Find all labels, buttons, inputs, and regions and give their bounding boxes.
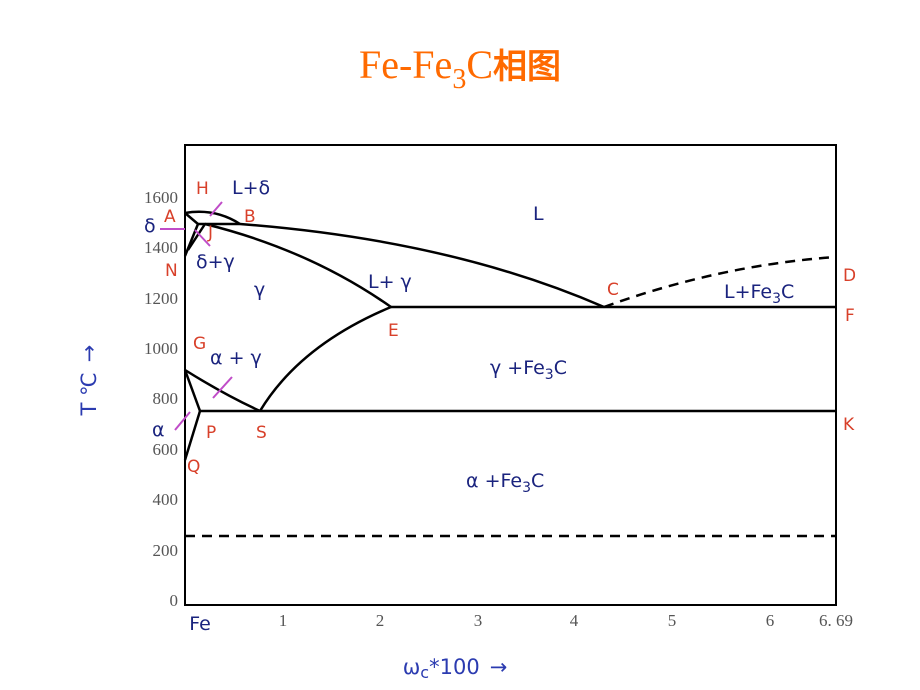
point-label: H bbox=[196, 179, 209, 199]
point-label: Q bbox=[187, 457, 200, 477]
region-sub: 3 bbox=[545, 367, 554, 383]
region-text: C bbox=[554, 357, 567, 379]
point-label: C bbox=[607, 280, 619, 300]
region-label: δ bbox=[144, 215, 156, 237]
y-tick-label: 1600 bbox=[144, 188, 178, 207]
point-label: E bbox=[388, 321, 399, 341]
region-label: L+ γ bbox=[368, 271, 412, 293]
point-labels: H A B J N C D F E G P S K Q bbox=[164, 179, 856, 477]
region-label: α bbox=[152, 419, 165, 441]
x-ticks: Fe 1 2 3 4 5 6 6. 69 bbox=[189, 611, 853, 635]
x-tick-label: 5 bbox=[668, 611, 677, 630]
region-labels: L+δ L δ δ+γ γ L+ γ α + γ α L+Fe3C γ +Fe3… bbox=[144, 177, 794, 496]
point-label: P bbox=[206, 423, 216, 443]
x-label-text: *100 bbox=[429, 655, 480, 679]
region-label: γ bbox=[254, 279, 265, 301]
y-tick-label: 0 bbox=[170, 591, 179, 610]
y-axis-label: T ℃ → bbox=[77, 345, 101, 417]
y-tick-label: 1200 bbox=[144, 289, 178, 308]
y-tick-label: 400 bbox=[153, 490, 179, 509]
region-text: C bbox=[781, 281, 794, 303]
x-label-omega: ω bbox=[403, 655, 421, 679]
diagram-lines bbox=[160, 144, 837, 606]
x-tick-label: 1 bbox=[279, 611, 288, 630]
point-label: N bbox=[165, 261, 178, 281]
y-ticks: 0 200 400 600 800 1000 1200 1400 1600 bbox=[144, 188, 178, 610]
point-label: K bbox=[843, 415, 855, 435]
point-label: S bbox=[256, 423, 267, 443]
x-tick-label: Fe bbox=[189, 613, 211, 635]
x-label-arrow: → bbox=[490, 655, 508, 679]
point-label: G bbox=[193, 334, 206, 354]
x-tick-label: 4 bbox=[570, 611, 579, 630]
y-tick-label: 200 bbox=[153, 541, 179, 560]
region-label: L+δ bbox=[232, 177, 270, 199]
region-label: γ +Fe3C bbox=[490, 357, 567, 383]
region-sub: 3 bbox=[522, 480, 531, 496]
point-label: F bbox=[845, 306, 855, 326]
point-label: J bbox=[207, 223, 213, 243]
region-text: γ +Fe bbox=[490, 357, 545, 379]
point-label: A bbox=[164, 207, 176, 227]
point-label: D bbox=[843, 266, 856, 286]
region-label: L+Fe3C bbox=[724, 281, 794, 307]
y-tick-label: 600 bbox=[153, 440, 179, 459]
region-text: C bbox=[531, 470, 544, 492]
title: Fe-Fe3C相图 bbox=[359, 42, 561, 95]
title-text: Fe-Fe bbox=[359, 42, 452, 87]
region-label: α + γ bbox=[210, 347, 262, 369]
region-label: α +Fe3C bbox=[466, 470, 544, 496]
point-label: B bbox=[244, 207, 256, 227]
x-tick-label: 3 bbox=[474, 611, 483, 630]
region-label: δ+γ bbox=[196, 251, 235, 273]
y-label-arrow: → bbox=[77, 345, 101, 363]
region-label: L bbox=[533, 203, 544, 225]
y-tick-label: 1000 bbox=[144, 339, 178, 358]
title-cjk: 相图 bbox=[493, 47, 561, 87]
title-sub: 3 bbox=[452, 64, 466, 95]
x-axis-label: ωc*100 → bbox=[403, 655, 508, 682]
title-text: C bbox=[466, 42, 493, 87]
x-tick-label: 2 bbox=[376, 611, 385, 630]
region-text: L+Fe bbox=[724, 281, 772, 303]
x-tick-label: 6. 69 bbox=[819, 611, 853, 630]
region-sub: 3 bbox=[772, 291, 781, 307]
y-tick-label: 1400 bbox=[144, 238, 178, 257]
region-text: α +Fe bbox=[466, 470, 522, 492]
x-label-sub: c bbox=[420, 663, 429, 682]
y-tick-label: 800 bbox=[153, 389, 179, 408]
x-tick-label: 6 bbox=[766, 611, 775, 630]
y-label-text: T ℃ bbox=[77, 372, 101, 416]
